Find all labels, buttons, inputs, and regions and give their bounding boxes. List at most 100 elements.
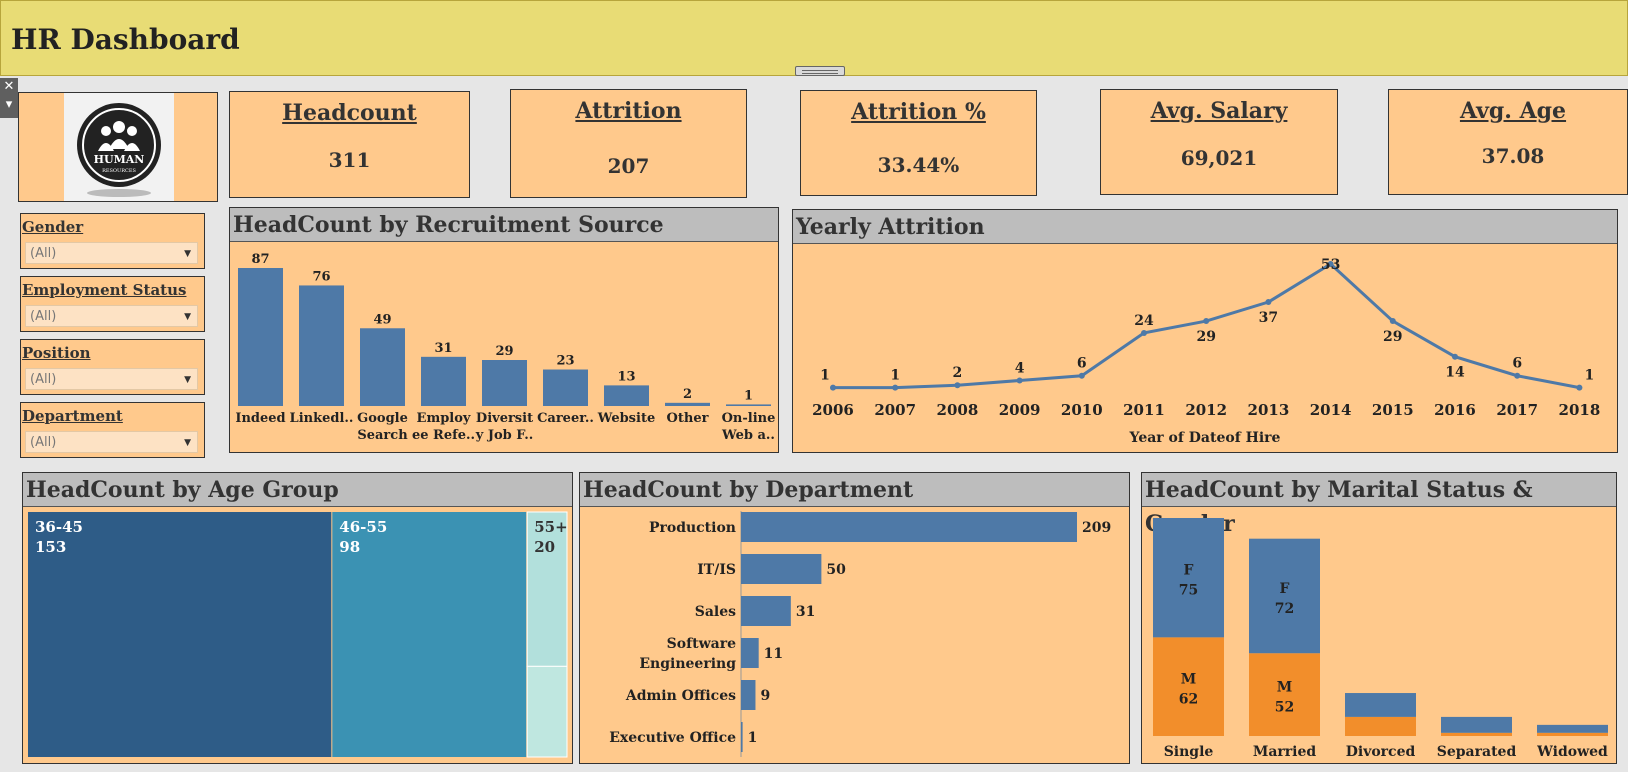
bar-segment bbox=[1249, 653, 1320, 736]
data-point bbox=[1389, 318, 1396, 325]
x-tick-label: 2010 bbox=[1061, 401, 1103, 419]
select-value: (All) bbox=[30, 309, 57, 324]
data-label: 31 bbox=[434, 341, 452, 356]
bar-segment bbox=[1537, 724, 1608, 733]
panel-title: Yearly Attrition bbox=[793, 210, 1617, 244]
slicer-employment-status: Employment Status (All) ▼ bbox=[20, 276, 205, 332]
data-label: 53 bbox=[1321, 257, 1340, 273]
kpi-value: 37.08 bbox=[1481, 144, 1545, 168]
x-tick-label: 2013 bbox=[1248, 401, 1290, 419]
bar bbox=[299, 285, 344, 406]
marital-gender-chart: M 62 F 75 Single M 52 F 72 Married Divorced Separat… bbox=[1153, 518, 1608, 760]
data-label: 4 bbox=[1015, 360, 1025, 376]
department-panel: HeadCount by Department 209 Production 50 I… bbox=[579, 472, 1130, 764]
kpi-label: Attrition bbox=[575, 98, 682, 124]
kpi-avg-salary: Avg. Salary 69,021 bbox=[1100, 89, 1338, 195]
slicer-label: Gender bbox=[22, 218, 84, 236]
segment-series-label: F bbox=[1280, 581, 1290, 597]
side-control-strip: ✕ ▾ bbox=[0, 78, 18, 118]
data-label: 76 bbox=[312, 269, 330, 284]
gender-select[interactable]: (All) ▼ bbox=[25, 242, 198, 264]
yearly-attrition-panel: Yearly Attrition 1 2006 1 2007 2 2008 4 2009 6 20… bbox=[792, 209, 1618, 453]
data-label: 87 bbox=[251, 252, 269, 267]
bar-segment bbox=[1249, 538, 1320, 654]
position-select[interactable]: (All) ▼ bbox=[25, 368, 198, 390]
chevron-down-icon: ▼ bbox=[184, 438, 191, 448]
x-tick-label: 2014 bbox=[1310, 401, 1352, 419]
treemap-value: 98 bbox=[339, 538, 360, 556]
category-label: ee Refe.. bbox=[412, 428, 475, 443]
slicer-label: Employment Status bbox=[22, 281, 187, 299]
close-icon[interactable]: ✕ bbox=[3, 79, 15, 94]
bar bbox=[726, 404, 771, 406]
panel-title: HeadCount by Age Group bbox=[23, 473, 572, 507]
kpi-attrition-percent: Attrition % 33.44% bbox=[800, 90, 1037, 196]
category-label: Career.. bbox=[537, 411, 594, 426]
chevron-down-icon: ▼ bbox=[184, 312, 191, 322]
marital-gender-panel: HeadCount by Marital Status & Gender M 62… bbox=[1141, 472, 1617, 764]
kpi-value: 311 bbox=[328, 148, 371, 172]
data-point bbox=[1265, 299, 1272, 306]
x-tick-label: 2006 bbox=[812, 401, 854, 419]
bar bbox=[741, 722, 743, 752]
data-label: 29 bbox=[1383, 329, 1402, 345]
data-point bbox=[1078, 372, 1085, 379]
x-axis-title: Year of Dateof Hire bbox=[1129, 430, 1281, 446]
category-label: Web a.. bbox=[721, 428, 775, 443]
age-group-panel: HeadCount by Age Group 36-45 153 46-55 98 55… bbox=[22, 472, 573, 764]
bar bbox=[238, 268, 283, 406]
logo-card: HUMAN RESOURCES bbox=[18, 92, 218, 202]
bar-segment bbox=[1537, 732, 1608, 736]
kpi-label: Avg. Age bbox=[1459, 98, 1567, 124]
data-label: 2 bbox=[683, 387, 692, 402]
kpi-headcount: Headcount 311 bbox=[229, 91, 470, 198]
bar bbox=[741, 596, 791, 626]
treemap-value: 153 bbox=[35, 538, 66, 556]
data-label: 24 bbox=[1134, 313, 1154, 329]
data-point bbox=[892, 384, 899, 391]
category-label: Software bbox=[667, 636, 736, 652]
x-tick-label: 2016 bbox=[1434, 401, 1476, 419]
data-point bbox=[1576, 384, 1583, 391]
category-label: Divorced bbox=[1346, 744, 1416, 760]
bar bbox=[604, 385, 649, 406]
chevron-down-icon[interactable]: ▾ bbox=[5, 97, 13, 112]
category-label: Google bbox=[357, 411, 408, 426]
data-label: 72 bbox=[1275, 601, 1294, 617]
data-point bbox=[1327, 261, 1334, 267]
data-label: 13 bbox=[617, 369, 635, 384]
dashboard-title: HR Dashboard bbox=[11, 23, 240, 56]
data-label: 31 bbox=[796, 604, 815, 620]
yearly-attrition-chart: 1 2006 1 2007 2 2008 4 2009 6 2010 24 2011 29 2012 37 2… bbox=[812, 257, 1600, 446]
segment-series-label: M bbox=[1277, 680, 1293, 696]
bar-segment bbox=[1345, 693, 1416, 717]
human-resources-logo: HUMAN RESOURCES bbox=[64, 93, 174, 201]
treemap-cell bbox=[28, 512, 332, 757]
panel-title: HeadCount by Department bbox=[580, 473, 1129, 507]
x-tick-label: 2012 bbox=[1185, 401, 1227, 419]
bar-segment bbox=[1153, 518, 1224, 638]
data-label: 50 bbox=[826, 562, 846, 578]
data-label: 1 bbox=[748, 730, 758, 746]
bar bbox=[360, 328, 405, 406]
category-label: Single bbox=[1164, 744, 1214, 760]
department-select[interactable]: (All) ▼ bbox=[25, 431, 198, 453]
bar bbox=[741, 512, 1077, 542]
category-label: y Job F.. bbox=[475, 428, 534, 443]
data-label: 1 bbox=[1585, 368, 1595, 384]
x-tick-label: 2017 bbox=[1496, 401, 1538, 419]
data-label: 37 bbox=[1259, 310, 1278, 326]
department-chart: 209 Production 50 IT/IS 31 Sales 11 Software Eng… bbox=[609, 511, 1111, 757]
employment-status-select[interactable]: (All) ▼ bbox=[25, 305, 198, 327]
resize-handle[interactable] bbox=[795, 66, 845, 76]
dashboard-title-bar: HR Dashboard bbox=[0, 0, 1628, 76]
segment-series-label: M bbox=[1181, 672, 1197, 688]
kpi-avg-age: Avg. Age 37.08 bbox=[1388, 89, 1628, 195]
x-tick-label: 2008 bbox=[937, 401, 979, 419]
data-label: 29 bbox=[1196, 329, 1215, 345]
category-label: Production bbox=[649, 520, 736, 536]
slicer-label: Department bbox=[22, 407, 123, 425]
category-label: IT/IS bbox=[697, 562, 736, 578]
data-label: 6 bbox=[1077, 356, 1087, 372]
category-label: Employ bbox=[417, 411, 471, 426]
